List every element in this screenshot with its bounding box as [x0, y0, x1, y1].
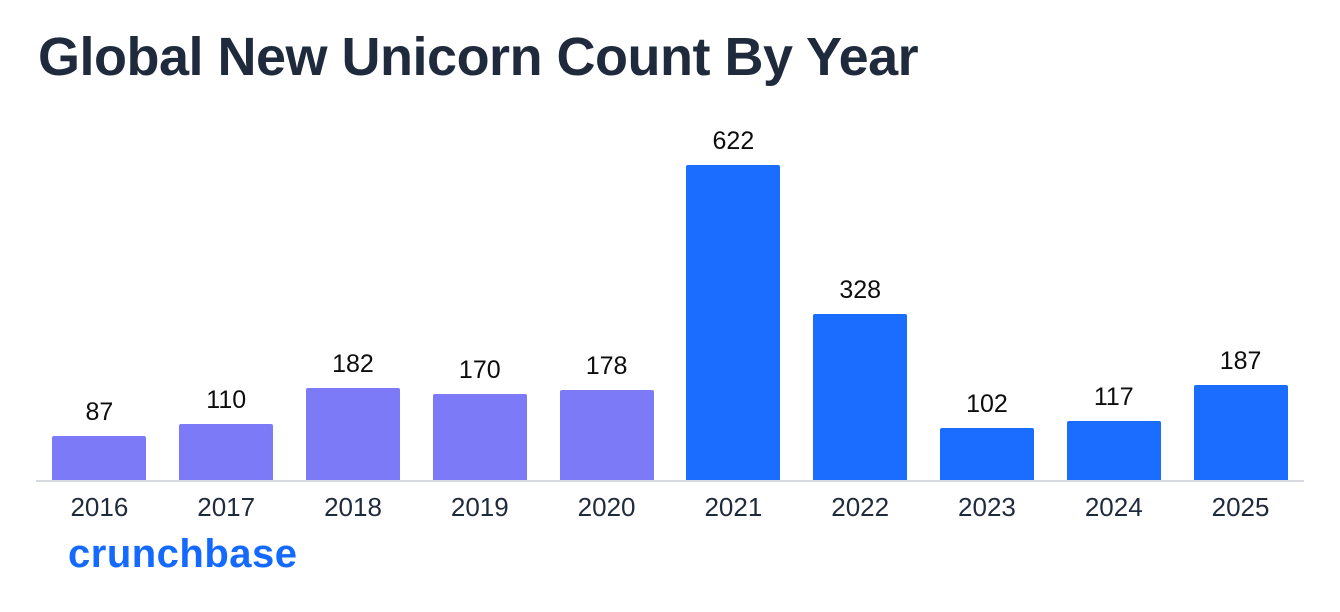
bar-chart: 87 110 182 170 178 622 328 102 117 187 2016 2017 20… [36, 118, 1304, 523]
x-axis-label: 2022 [831, 492, 890, 522]
bar-chart-plot-area: 87 110 182 170 178 622 328 102 117 187 [36, 118, 1304, 482]
bar [939, 428, 1034, 480]
bar-group: 182 [290, 350, 417, 480]
bar-value-label: 182 [332, 350, 374, 378]
x-axis: 2016 2017 2018 2019 2020 2021 2022 2023 2024 2025 [36, 482, 1304, 523]
x-axis-label: 2017 [197, 492, 256, 522]
page-title: Global New Unicorn Count By Year [38, 27, 919, 87]
x-axis-label: 2023 [958, 492, 1016, 522]
bar-group: 328 [797, 276, 924, 480]
bar-group: 170 [416, 356, 543, 480]
x-axis-label: 2018 [324, 492, 382, 522]
bar [1193, 385, 1288, 480]
x-axis-label: 2019 [450, 492, 509, 522]
bar-value-label: 328 [839, 276, 882, 304]
bar [813, 314, 908, 480]
bar-value-label: 87 [85, 398, 114, 426]
bar-value-label: 102 [966, 390, 1008, 418]
bar-group: 110 [163, 386, 290, 480]
x-axis-label: 2025 [1211, 492, 1270, 522]
bar [52, 436, 147, 480]
x-axis-label: 2020 [577, 492, 636, 522]
bar [305, 388, 400, 480]
x-axis-label: 2024 [1084, 492, 1143, 522]
x-axis-label: 2016 [70, 492, 129, 522]
bar [686, 165, 781, 480]
bar-group: 87 [36, 398, 163, 480]
x-axis-label: 2021 [704, 492, 763, 522]
bar-value-label: 187 [1219, 347, 1262, 375]
crunchbase-logo: crunchbase [68, 532, 298, 576]
bar [1066, 421, 1161, 480]
bar-value-label: 117 [1093, 383, 1134, 411]
bar-value-label: 110 [206, 386, 247, 414]
bar-group: 187 [1177, 347, 1304, 480]
bar-group: 117 [1050, 383, 1177, 480]
bar [432, 394, 527, 480]
bar [559, 390, 654, 480]
bar-value-label: 170 [458, 356, 501, 384]
bar-group: 102 [924, 390, 1051, 480]
bar-group: 622 [670, 127, 797, 480]
bar [179, 424, 274, 480]
bar-group: 178 [543, 352, 670, 480]
bar-value-label: 178 [585, 352, 628, 380]
bar-value-label: 622 [712, 127, 755, 155]
